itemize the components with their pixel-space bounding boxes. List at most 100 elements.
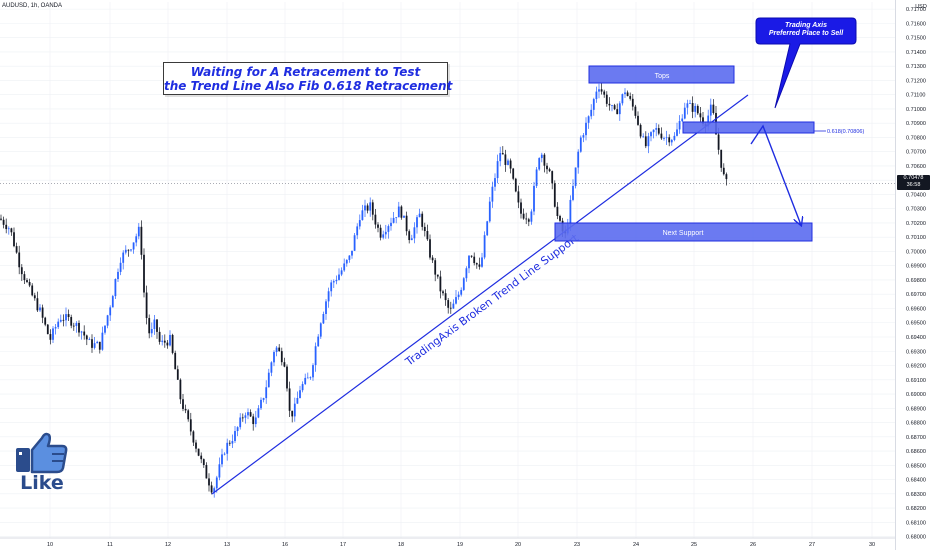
candle-body <box>444 293 447 301</box>
candle-body <box>231 441 234 444</box>
candle <box>629 92 632 101</box>
note-line-1: Waiting for A Retracement to Test <box>190 65 421 79</box>
candle-body <box>301 384 304 391</box>
candle-body <box>694 105 697 112</box>
y-tick-label: 0.68200 <box>906 506 926 512</box>
candle-body <box>65 314 67 321</box>
candle <box>442 289 444 296</box>
candle-body <box>218 464 221 478</box>
candle <box>522 208 525 220</box>
candle <box>62 314 65 327</box>
candle <box>364 199 366 217</box>
candle <box>205 462 208 479</box>
candle <box>527 217 530 227</box>
candle-body <box>434 260 437 275</box>
projection-path[interactable] <box>750 124 801 225</box>
candle <box>335 275 338 285</box>
candle-body <box>197 448 200 456</box>
y-tick-label: 0.70300 <box>906 207 926 213</box>
price-axis-panel[interactable] <box>895 0 932 550</box>
candle <box>631 94 634 111</box>
candle-body <box>652 129 655 133</box>
candle <box>644 131 647 149</box>
y-tick-label: 0.68300 <box>906 492 926 498</box>
candle-body <box>569 199 572 225</box>
candle-body <box>551 171 554 184</box>
last-price-value: 0.70478 <box>903 175 924 181</box>
candle <box>405 211 408 236</box>
y-tick-label: 0.69500 <box>906 321 926 327</box>
candle-body <box>140 226 143 255</box>
support-zone[interactable] <box>554 222 813 242</box>
candle-body <box>348 255 351 260</box>
candle-body <box>28 281 31 286</box>
candle <box>241 413 244 422</box>
candle <box>720 149 723 172</box>
candle-body <box>119 262 122 272</box>
candle-body <box>93 343 96 348</box>
candle-body <box>390 222 392 227</box>
candle-body <box>673 135 676 140</box>
candle-body <box>187 410 190 420</box>
candle <box>348 255 351 263</box>
candle-body <box>397 206 400 218</box>
candle-body <box>379 227 382 238</box>
fib-zone[interactable] <box>682 121 815 134</box>
candle-body <box>439 276 442 292</box>
candle-body <box>148 318 151 334</box>
symbol-label: AUDUSD, 1h, OANDA <box>2 3 63 9</box>
candle-body <box>247 412 249 416</box>
y-tick-label: 0.70400 <box>906 192 926 198</box>
analysis-note: Waiting for A Retracement to Test the Tr… <box>163 62 452 95</box>
candle-body <box>122 252 125 263</box>
candle <box>304 373 307 386</box>
candle <box>330 279 333 297</box>
candle-body <box>291 410 294 417</box>
candle-body <box>80 331 83 333</box>
x-tick-label: 12 <box>165 542 171 548</box>
candle-body <box>499 153 502 162</box>
y-tick-label: 0.69600 <box>906 306 926 312</box>
y-tick-label: 0.70000 <box>906 249 926 255</box>
candle-body <box>106 315 109 326</box>
trendline[interactable] <box>211 94 749 495</box>
like-badge[interactable]: Like <box>12 430 72 496</box>
candle-body <box>517 191 520 203</box>
candle-body <box>39 307 41 311</box>
candle-body <box>436 274 439 277</box>
candle <box>111 294 114 308</box>
candle-body <box>98 341 101 350</box>
candle <box>400 205 403 220</box>
candle <box>382 230 385 240</box>
candle <box>49 329 52 345</box>
candle-body <box>525 218 528 220</box>
thumbs-up-icon <box>16 432 68 474</box>
candle-body <box>509 160 512 169</box>
candle-body <box>358 220 361 227</box>
candle-body <box>67 314 70 318</box>
candle <box>166 340 169 349</box>
like-label: Like <box>20 472 64 494</box>
candle-body <box>384 231 387 235</box>
candle-body <box>26 280 28 282</box>
candle-body <box>577 151 580 168</box>
candle <box>410 234 413 241</box>
candle <box>275 346 278 357</box>
candle <box>371 199 374 221</box>
candle <box>267 368 270 388</box>
tops-zone[interactable] <box>588 65 735 84</box>
candle <box>200 452 203 464</box>
support-zone-label: Next Support <box>663 230 704 237</box>
candle <box>148 314 151 339</box>
candle <box>366 203 369 214</box>
candle-body <box>572 185 574 200</box>
candle-body <box>135 236 138 243</box>
candle <box>634 104 637 119</box>
candle <box>392 211 395 224</box>
candle <box>457 291 460 300</box>
y-tick-label: 0.69700 <box>906 292 926 298</box>
candle <box>525 212 528 225</box>
candle <box>546 162 548 174</box>
